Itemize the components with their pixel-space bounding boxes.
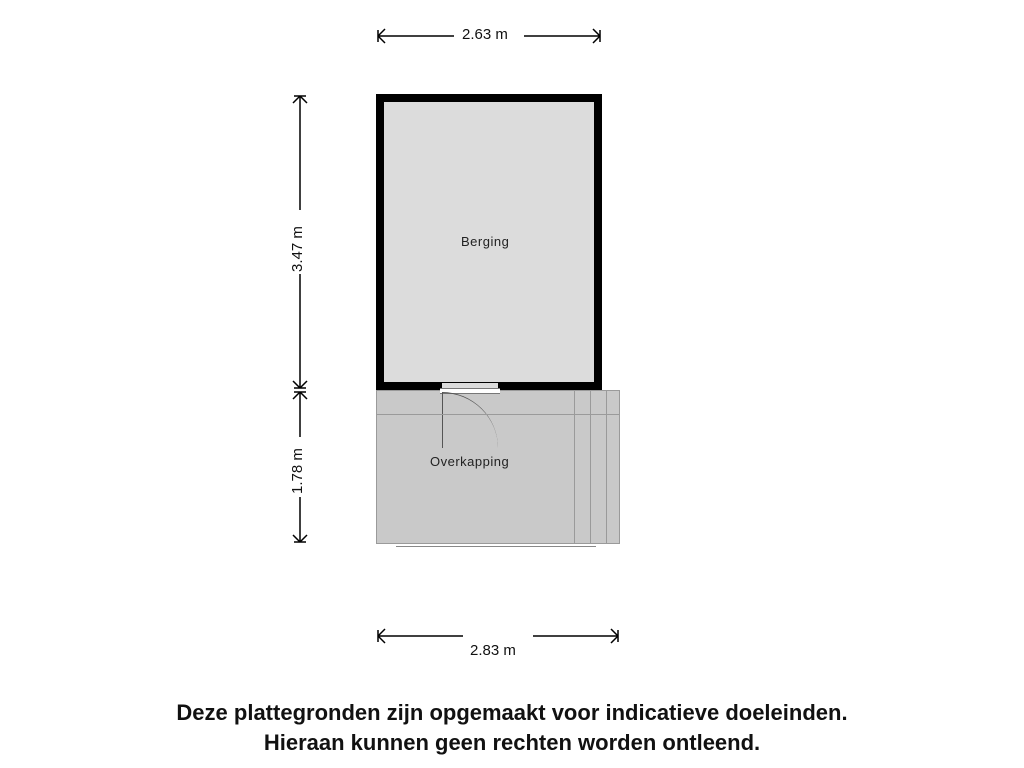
disclaimer-line1: Deze plattegronden zijn opgemaakt voor i…: [176, 700, 847, 725]
overkapping-rail-line: [376, 414, 620, 415]
floorplan-stage: Berging Overkapping 2.63 m 3.47 m 1.78 m…: [0, 0, 1024, 768]
disclaimer-text: Deze plattegronden zijn opgemaakt voor i…: [0, 698, 1024, 757]
dimension-bottom-label: 2.83 m: [470, 642, 516, 659]
disclaimer-line2: Hieraan kunnen geen rechten worden ontle…: [264, 730, 760, 755]
